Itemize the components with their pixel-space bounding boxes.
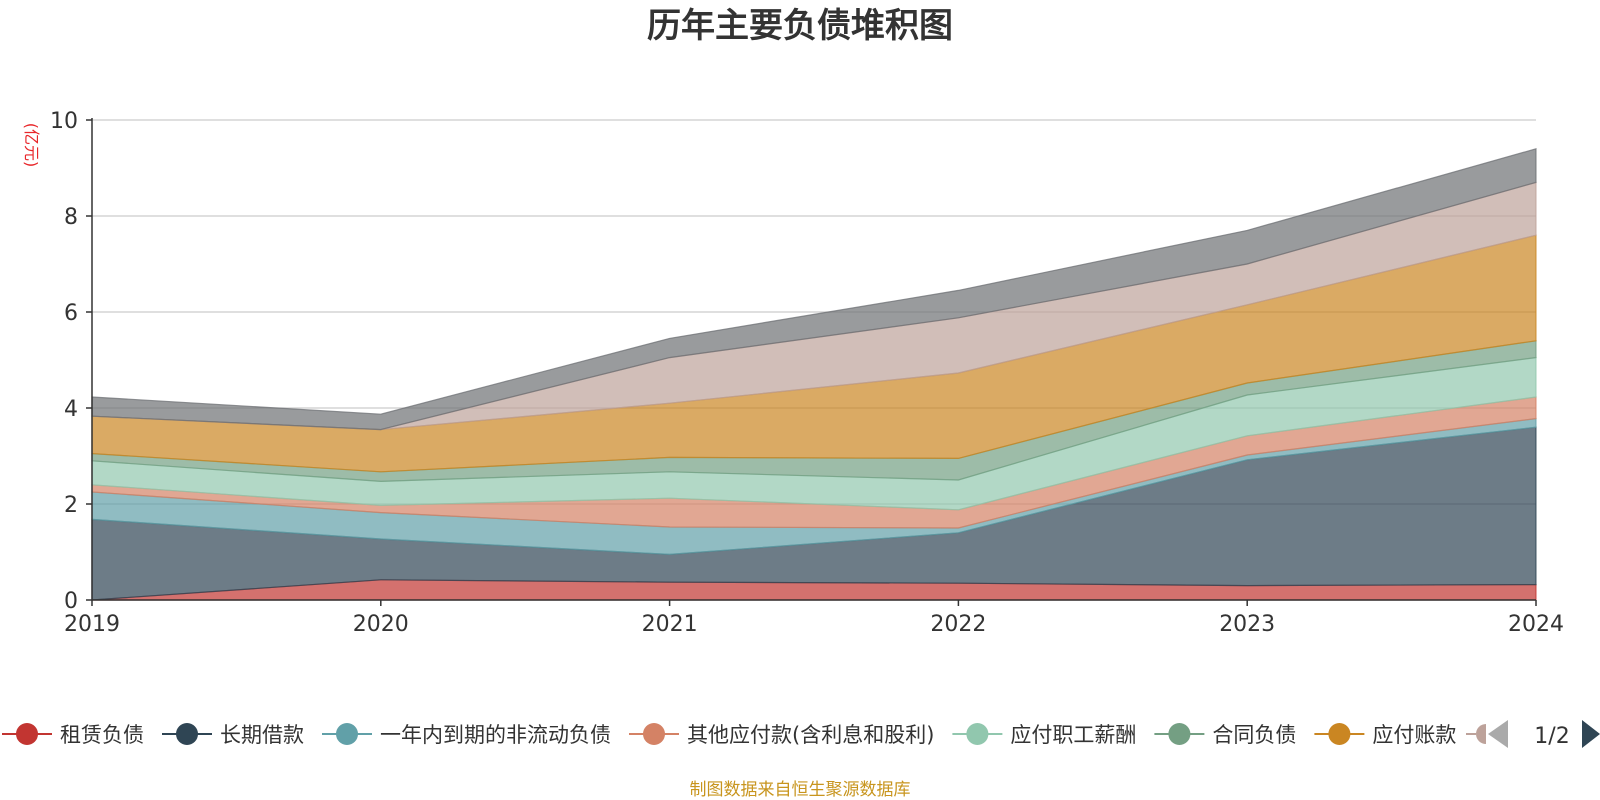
legend-label: 其他应付款(含利息和股利) (687, 723, 934, 747)
legend-item-1[interactable]: 长期借款 (162, 723, 304, 747)
legend-item-0[interactable]: 租赁负债 (2, 723, 144, 747)
legend-label: 合同负债 (1212, 723, 1296, 747)
x-tick-label: 2021 (642, 612, 698, 637)
legend-label: 应付职工薪酬 (1010, 723, 1136, 747)
pager-label: 1/2 (1534, 724, 1569, 749)
area-series-group (91, 148, 1537, 601)
legend-pager: 1/2 (1488, 720, 1600, 749)
data-source-note: 制图数据来自恒生聚源数据库 (690, 780, 911, 800)
pager-next-icon[interactable] (1582, 720, 1600, 748)
legend-label: 一年内到期的非流动负债 (380, 723, 611, 747)
legend-label: 应付账款 (1372, 723, 1456, 747)
chart-title: 历年主要负债堆积图 (647, 6, 953, 46)
legend: 租赁负债 长期借款 一年内到期的非流动负债 其他应付款(含利息和股利) 应付职工薪酬 合同… (2, 720, 1600, 749)
legend-item-2[interactable]: 一年内到期的非流动负债 (322, 723, 611, 747)
legend-item-5[interactable]: 合同负债 (1154, 723, 1296, 747)
legend-item-partial[interactable] (1466, 724, 1486, 744)
x-tick-label: 2022 (930, 612, 986, 637)
y-tick-label: 4 (64, 397, 78, 422)
legend-marker-partial (1476, 724, 1486, 744)
y-tick-label: 8 (64, 205, 78, 230)
x-tick-label: 2020 (353, 612, 409, 637)
y-tick-label: 10 (50, 109, 78, 134)
legend-marker (643, 723, 665, 745)
legend-marker (966, 723, 989, 745)
legend-marker (1168, 723, 1191, 745)
legend-marker (1328, 723, 1351, 745)
x-tick-label: 2023 (1219, 612, 1275, 637)
legend-label: 长期借款 (220, 723, 304, 747)
axes: 0 2 4 6 8 10 2019 2020 2021 2022 2023 2024 (50, 109, 1564, 637)
legend-item-4[interactable]: 应付职工薪酬 (952, 723, 1136, 747)
legend-marker (176, 723, 198, 745)
legend-label: 租赁负债 (60, 723, 144, 747)
y-tick-label: 0 (64, 589, 78, 614)
legend-marker (16, 723, 38, 745)
area-series-8 (91, 148, 1537, 431)
legend-item-6[interactable]: 应付账款 (1314, 723, 1456, 747)
legend-item-3[interactable]: 其他应付款(含利息和股利) (629, 723, 934, 747)
pager-prev-icon[interactable] (1488, 720, 1508, 748)
x-tick-label: 2019 (64, 612, 120, 637)
x-tick-label: 2024 (1508, 612, 1564, 637)
y-tick-label: 6 (64, 301, 78, 326)
y-tick-label: 2 (64, 493, 78, 518)
legend-marker (336, 723, 358, 745)
y-axis-unit-label: (亿元) (22, 123, 41, 168)
